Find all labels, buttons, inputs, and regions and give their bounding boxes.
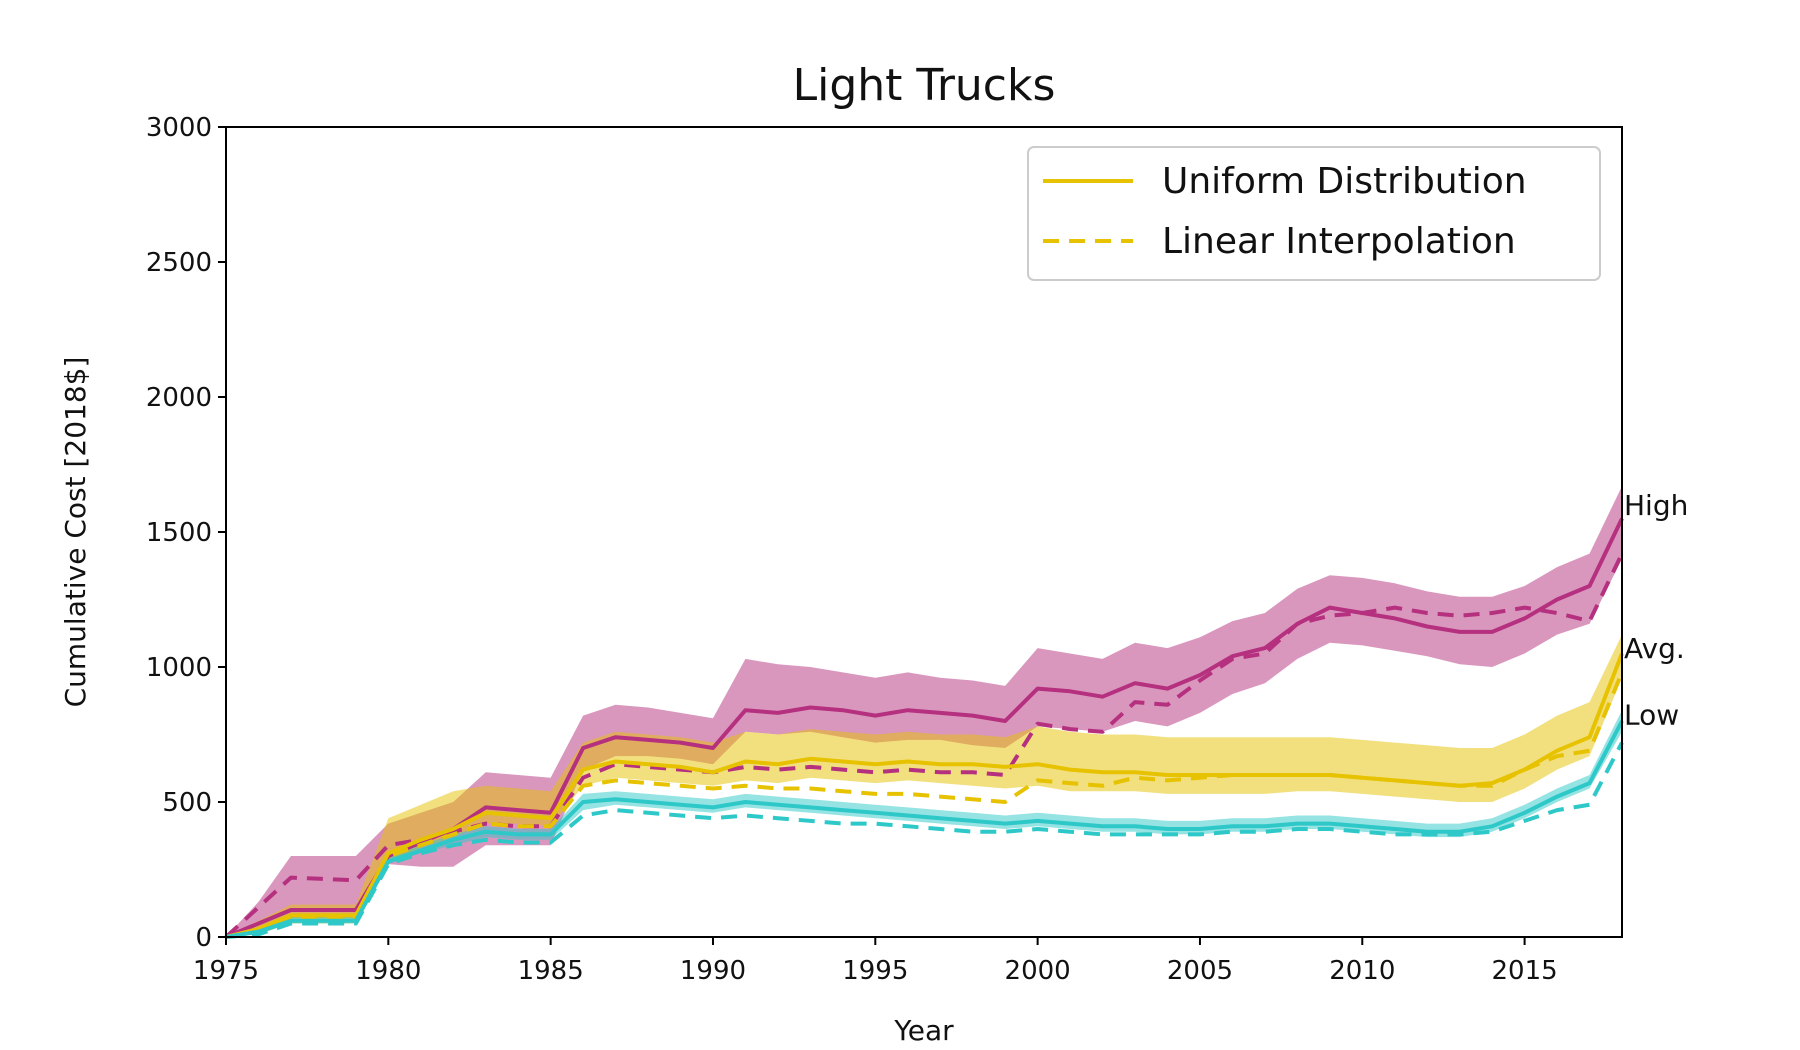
line-low-dashed — [225, 741, 1624, 939]
y-axis-label: Cumulative Cost [2018$] — [59, 357, 92, 708]
line-avg-dashed — [225, 671, 1624, 939]
x-tick-label: 1990 — [680, 956, 746, 986]
y-tick-label: 2000 — [146, 383, 212, 413]
x-axis-ticks: 1975 1980 1985 1990 1995 2000 2005 2010 2015 — [193, 937, 1558, 986]
x-tick-label: 2010 — [1329, 956, 1395, 986]
x-axis-label: Year — [893, 1014, 954, 1047]
x-tick-label: 1975 — [193, 956, 259, 986]
annotations: High Avg. Low — [1624, 489, 1688, 731]
x-tick-label: 2005 — [1167, 956, 1233, 986]
line-avg-solid — [225, 652, 1624, 939]
line-high-dashed — [224, 552, 1624, 939]
annotation-low: Low — [1624, 698, 1679, 731]
legend: Uniform Distribution Linear Interpolatio… — [1027, 146, 1601, 281]
x-tick-label: 1980 — [355, 956, 421, 986]
y-tick-label: 3000 — [146, 113, 212, 143]
x-tick-label: 1985 — [518, 956, 584, 986]
y-tick-label: 1000 — [146, 653, 212, 683]
series-lines — [224, 517, 1624, 939]
legend-label-linear: Linear Interpolation — [1162, 221, 1516, 262]
x-tick-label: 2000 — [1005, 956, 1071, 986]
x-tick-label: 1995 — [842, 956, 908, 986]
x-tick-label: 2015 — [1492, 956, 1558, 986]
legend-label-uniform: Uniform Distribution — [1162, 161, 1527, 202]
line-low-solid — [225, 720, 1624, 939]
y-tick-label: 2500 — [146, 248, 212, 278]
annotation-high: High — [1624, 489, 1688, 522]
y-tick-label: 500 — [162, 788, 212, 818]
annotation-avg: Avg. — [1624, 632, 1685, 665]
y-tick-label: 1500 — [146, 518, 212, 548]
chart-title: Light Trucks — [793, 60, 1056, 111]
legend-box — [1027, 146, 1601, 281]
y-axis-ticks: 0 500 1000 1500 2000 2500 3000 — [146, 113, 226, 953]
band-avg — [226, 634, 1622, 937]
y-tick-label: 0 — [195, 923, 212, 953]
